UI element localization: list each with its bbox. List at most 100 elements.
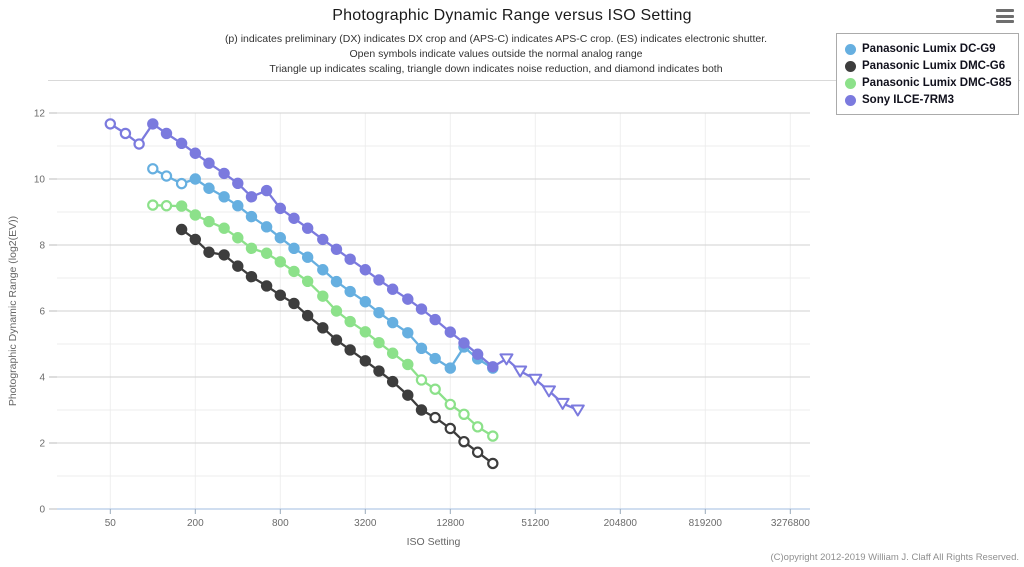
- data-point[interactable]: [301, 309, 314, 322]
- data-point[interactable]: [160, 127, 173, 140]
- data-point[interactable]: [386, 316, 399, 329]
- data-point-open[interactable]: [471, 421, 484, 433]
- data-point[interactable]: [386, 347, 399, 359]
- data-point-open[interactable]: [444, 398, 456, 411]
- data-point[interactable]: [487, 361, 499, 373]
- data-point[interactable]: [203, 246, 215, 258]
- data-point-open[interactable]: [119, 127, 132, 140]
- data-point-open[interactable]: [458, 435, 470, 448]
- data-point[interactable]: [274, 289, 286, 301]
- data-point[interactable]: [344, 253, 356, 265]
- data-point[interactable]: [203, 182, 215, 194]
- legend-item[interactable]: Panasonic Lumix DC-G9: [845, 41, 1010, 57]
- data-point[interactable]: [359, 296, 371, 308]
- data-point[interactable]: [330, 334, 343, 346]
- data-point-open[interactable]: [458, 408, 470, 420]
- data-point-open[interactable]: [487, 430, 499, 442]
- data-point[interactable]: [218, 191, 230, 203]
- data-point-open[interactable]: [175, 177, 188, 190]
- data-point[interactable]: [288, 297, 300, 310]
- data-point[interactable]: [218, 249, 230, 261]
- data-point-open[interactable]: [104, 118, 117, 130]
- data-point[interactable]: [232, 200, 244, 212]
- data-point[interactable]: [288, 265, 300, 278]
- data-point[interactable]: [260, 221, 273, 233]
- data-point[interactable]: [245, 210, 258, 223]
- data-point-open[interactable]: [147, 163, 159, 175]
- data-point[interactable]: [359, 326, 371, 338]
- data-point[interactable]: [288, 212, 300, 224]
- data-point-open[interactable]: [415, 374, 428, 386]
- hamburger-menu-icon[interactable]: [996, 9, 1014, 24]
- data-point[interactable]: [274, 202, 286, 215]
- data-point[interactable]: [373, 336, 385, 349]
- data-point[interactable]: [317, 290, 329, 302]
- data-point[interactable]: [415, 342, 428, 354]
- data-point[interactable]: [386, 375, 399, 388]
- data-point[interactable]: [189, 233, 202, 246]
- data-point[interactable]: [373, 306, 385, 319]
- data-point[interactable]: [147, 118, 159, 130]
- data-point[interactable]: [245, 191, 258, 203]
- legend-item[interactable]: Panasonic Lumix DMC-G85: [845, 75, 1012, 91]
- data-point[interactable]: [245, 242, 258, 255]
- data-point-triangle-down[interactable]: [555, 397, 570, 410]
- data-point-open[interactable]: [133, 138, 145, 150]
- data-point[interactable]: [317, 322, 329, 334]
- data-point-open[interactable]: [471, 446, 484, 458]
- data-point[interactable]: [444, 326, 456, 338]
- data-point[interactable]: [175, 223, 188, 236]
- data-point[interactable]: [232, 177, 244, 189]
- data-point-triangle-down[interactable]: [528, 373, 543, 386]
- data-point[interactable]: [288, 242, 300, 255]
- data-point[interactable]: [402, 293, 414, 305]
- data-point[interactable]: [301, 222, 314, 234]
- data-point-triangle-down[interactable]: [570, 404, 585, 417]
- data-point[interactable]: [415, 404, 428, 416]
- data-point[interactable]: [189, 147, 202, 159]
- data-point[interactable]: [218, 167, 230, 180]
- data-point[interactable]: [344, 285, 356, 298]
- data-point[interactable]: [330, 305, 343, 317]
- data-point[interactable]: [344, 315, 356, 328]
- data-point[interactable]: [317, 233, 329, 246]
- data-point[interactable]: [218, 222, 230, 234]
- data-point-open[interactable]: [160, 200, 173, 212]
- data-point[interactable]: [274, 232, 286, 244]
- data-point[interactable]: [344, 344, 356, 356]
- data-point[interactable]: [232, 260, 244, 272]
- data-point[interactable]: [245, 270, 258, 283]
- data-point-open[interactable]: [160, 170, 173, 182]
- data-point-open[interactable]: [147, 199, 159, 211]
- data-point[interactable]: [330, 275, 343, 288]
- data-point[interactable]: [373, 274, 385, 286]
- data-point[interactable]: [317, 264, 329, 276]
- data-point[interactable]: [330, 243, 343, 255]
- data-point[interactable]: [359, 355, 371, 367]
- data-point[interactable]: [429, 313, 441, 326]
- data-point[interactable]: [175, 200, 188, 212]
- data-point[interactable]: [471, 348, 484, 360]
- data-point-open[interactable]: [429, 411, 441, 424]
- data-point[interactable]: [373, 365, 385, 377]
- data-point-open[interactable]: [429, 383, 441, 395]
- data-point[interactable]: [175, 137, 188, 150]
- data-point-open[interactable]: [444, 422, 456, 435]
- data-point-triangle-down[interactable]: [541, 385, 556, 398]
- data-point[interactable]: [203, 157, 215, 169]
- data-point[interactable]: [260, 280, 273, 292]
- data-point-triangle-down[interactable]: [499, 353, 514, 366]
- data-point[interactable]: [274, 256, 286, 268]
- legend-item[interactable]: Sony ILCE-7RM3: [845, 92, 1010, 108]
- data-point-open[interactable]: [487, 457, 499, 470]
- data-point[interactable]: [301, 275, 314, 287]
- data-point[interactable]: [260, 184, 273, 197]
- data-point[interactable]: [359, 264, 371, 276]
- data-point[interactable]: [402, 389, 414, 401]
- data-point[interactable]: [402, 358, 414, 371]
- data-point[interactable]: [189, 173, 202, 185]
- legend-item[interactable]: Panasonic Lumix DMC-G6: [845, 58, 1010, 74]
- data-point[interactable]: [260, 247, 273, 259]
- data-point[interactable]: [444, 362, 456, 374]
